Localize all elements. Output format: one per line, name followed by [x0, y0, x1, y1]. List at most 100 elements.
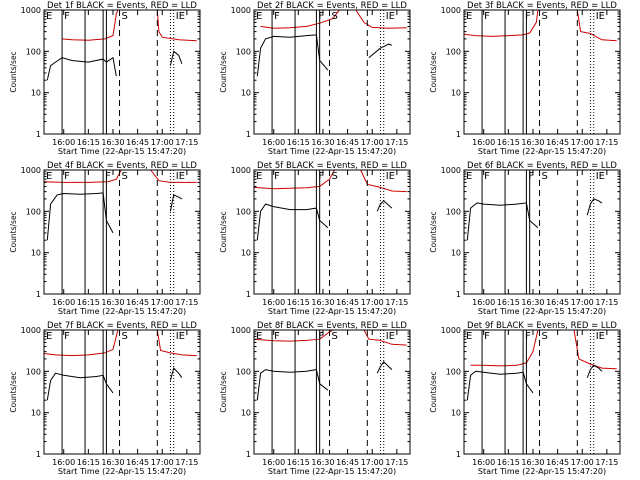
y-tick-label: 1000: [231, 166, 251, 175]
y-tick-label: 1000: [21, 6, 41, 15]
x-tick-label: 16:15: [497, 138, 520, 147]
y-tick-label: 100: [446, 47, 461, 56]
x-tick-label: 17:15: [175, 298, 198, 307]
plot-frame: [43, 329, 201, 455]
y-tick-label: 1: [456, 450, 461, 459]
events-line-1: [466, 202, 539, 241]
events-line-2: [586, 364, 603, 378]
panel-title: Det 7f BLACK = Events, RED = LLD: [47, 321, 197, 331]
x-tick-label: 17:15: [385, 458, 408, 467]
marker-label: IE: [386, 171, 395, 182]
marker-label: F: [274, 171, 280, 182]
x-tick-label: 17:00: [361, 298, 384, 307]
x-tick-label: 17:00: [361, 458, 384, 467]
lld-line-1: [470, 330, 617, 370]
marker-label: IE: [386, 11, 395, 22]
marker-label: F: [528, 171, 534, 182]
marker-label: S: [122, 171, 128, 182]
panel-title: Det 8f BLACK = Events, RED = LLD: [257, 321, 407, 331]
x-tick-label: 17:00: [151, 138, 174, 147]
marker-label: E: [466, 331, 472, 342]
y-tick-label: 100: [26, 207, 41, 216]
y-tick-label: 100: [26, 367, 41, 376]
y-tick-label: 100: [446, 207, 461, 216]
y-tick-label: 1: [456, 290, 461, 299]
marker-label: IE: [596, 171, 605, 182]
x-tick-label: 16:45: [126, 458, 149, 467]
x-tick-label: 16:15: [287, 298, 310, 307]
marker-label: F: [525, 11, 531, 22]
events-line-2: [376, 200, 393, 212]
marker-label: E: [466, 171, 472, 182]
x-tick-label: 16:00: [262, 298, 285, 307]
marker-label: E: [256, 11, 262, 22]
x-tick-label: 16:15: [287, 138, 310, 147]
x-tick-label: 16:00: [52, 138, 75, 147]
y-axis-label: Counts/sec: [429, 51, 438, 92]
y-tick-label: 1: [36, 130, 41, 139]
y-tick-label: 1: [36, 450, 41, 459]
plot-frame: [463, 169, 621, 295]
x-axis-label: Start Time (22-Apr-15 15:47:20): [58, 467, 186, 476]
x-axis-label: Start Time (22-Apr-15 15:47:20): [478, 147, 606, 156]
marker-label: F: [525, 331, 531, 342]
y-axis-label: Counts/sec: [219, 371, 228, 412]
events-line-1: [466, 370, 534, 401]
x-tick-label: 16:15: [77, 298, 100, 307]
y-tick-label: 1: [456, 130, 461, 139]
marker-label: F: [64, 331, 70, 342]
y-tick-label: 100: [26, 47, 41, 56]
x-tick-label: 17:15: [175, 458, 198, 467]
marker-label: E: [256, 171, 262, 182]
marker-label: F: [318, 331, 324, 342]
marker-label: E: [466, 11, 472, 22]
marker-label: IE: [176, 11, 185, 22]
x-axis-label: Start Time (22-Apr-15 15:47:20): [268, 467, 396, 476]
marker-label: S: [122, 11, 128, 22]
x-tick-label: 16:15: [497, 298, 520, 307]
marker-label: E: [46, 11, 52, 22]
lld-line-1: [44, 170, 197, 183]
y-axis-label: Counts/sec: [9, 211, 18, 252]
x-tick-label: 16:45: [126, 138, 149, 147]
marker-label: E: [256, 331, 262, 342]
marker-label: E: [46, 171, 52, 182]
events-line-2: [169, 50, 183, 66]
lld-line-1: [254, 330, 407, 346]
events-line-1: [256, 34, 329, 77]
panel-title: Det 3f BLACK = Events, RED = LLD: [467, 1, 617, 11]
x-tick-label: 16:45: [546, 458, 569, 467]
x-tick-label: 16:30: [521, 298, 544, 307]
x-tick-label: 16:15: [287, 458, 310, 467]
x-axis-label: Start Time (22-Apr-15 15:47:20): [478, 467, 606, 476]
x-tick-label: 16:30: [311, 138, 334, 147]
y-tick-label: 1000: [231, 326, 251, 335]
marker-label: F: [484, 11, 490, 22]
y-tick-label: 10: [451, 89, 461, 98]
panel-title: Det 6f BLACK = Events, RED = LLD: [467, 161, 617, 171]
y-tick-label: 1: [36, 290, 41, 299]
x-tick-label: 16:15: [497, 458, 520, 467]
x-tick-label: 16:30: [311, 458, 334, 467]
x-tick-label: 16:45: [336, 138, 359, 147]
marker-label: S: [332, 331, 338, 342]
x-axis-label: Start Time (22-Apr-15 15:47:20): [478, 307, 606, 316]
marker-label: IE: [176, 171, 185, 182]
marker-label: F: [105, 171, 111, 182]
plot-frame: [43, 9, 201, 135]
marker-label: S: [542, 11, 548, 22]
lld-line-1: [254, 170, 407, 193]
marker-label: IE: [596, 331, 605, 342]
marker-label: IE: [596, 11, 605, 22]
y-tick-label: 1000: [231, 6, 251, 15]
x-tick-label: 16:15: [77, 138, 100, 147]
y-tick-label: 100: [446, 367, 461, 376]
y-tick-label: 1000: [21, 166, 41, 175]
x-tick-label: 17:15: [595, 458, 618, 467]
